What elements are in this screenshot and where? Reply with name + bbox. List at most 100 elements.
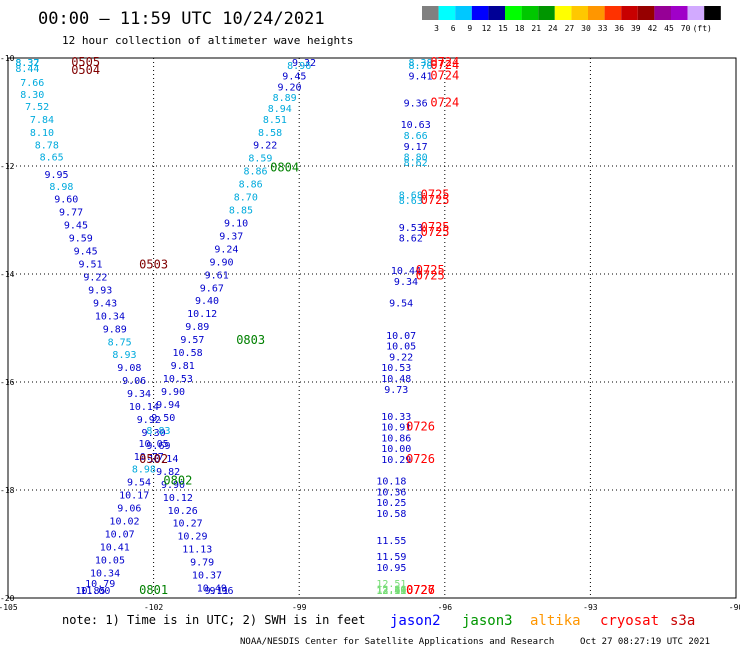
wave-height-label: 9.90 [161, 480, 185, 491]
wave-height-label: 9.59 [69, 234, 93, 245]
pass-number-label: 0724 [430, 58, 459, 72]
wave-height-label: 8.32 [15, 58, 39, 69]
wave-height-label: 11.59 [376, 552, 406, 563]
wave-height-label: 7.84 [30, 115, 54, 126]
color-swatch [538, 6, 555, 20]
color-swatch [621, 6, 638, 20]
pass-number-label: 0724 [430, 55, 459, 69]
x-tick-label: -105 [0, 603, 18, 612]
wave-height-label: 11.55 [376, 536, 406, 547]
wave-height-label: 9.73 [384, 385, 408, 396]
pass-labels: 0505050405030502080408030802080107240724… [71, 55, 459, 597]
wave-height-label: 10.05 [139, 439, 169, 450]
wave-height-label: 8.70 [408, 61, 432, 72]
wave-height-label: 9.54 [389, 298, 413, 309]
wave-height-label: 10.34 [95, 311, 125, 322]
color-scale-label: 3 [434, 24, 439, 33]
color-swatch [422, 6, 439, 20]
wave-height-label: 7.66 [20, 78, 44, 89]
wave-height-label: 9.17 [404, 142, 428, 153]
wave-height-label: 9.11 [205, 586, 229, 597]
pass-number-label: 0726 [406, 452, 435, 466]
wave-height-label: 9.40 [195, 296, 219, 307]
wave-height-label: 10.49 [197, 584, 227, 595]
wave-height-label: 10.25 [376, 498, 406, 509]
wave-height-label: 9.08 [117, 363, 141, 374]
wave-height-label: 10.26 [168, 506, 198, 517]
color-swatch [588, 6, 605, 20]
wave-height-label: 8.59 [248, 154, 272, 165]
color-scale-label: (ft) [693, 24, 712, 33]
wave-height-label: 8.94 [268, 104, 292, 115]
wave-height-label: 9.37 [219, 231, 243, 242]
x-tick-label: -99 [292, 603, 307, 612]
wave-height-label: 9.45 [74, 247, 98, 258]
color-scale-label: 9 [467, 24, 472, 33]
wave-height-label: 8.63 [399, 196, 423, 207]
wave-height-label: 9.22 [83, 272, 107, 283]
wave-height-label: 10.29 [177, 532, 207, 543]
pass-number-label: 0726 [406, 583, 435, 597]
wave-height-label: 9.30 [142, 428, 166, 439]
wave-height-label: 8.51 [263, 115, 287, 126]
wave-height-label: 10.07 [105, 530, 135, 541]
wave-height-label: 8.65 [40, 153, 64, 164]
wave-height-label: 10.34 [90, 568, 120, 579]
wave-height-label: 13.45 [376, 586, 406, 597]
wave-height-label: 8.96 [287, 61, 311, 72]
pass-number-label: 0804 [270, 160, 299, 174]
color-swatch [571, 6, 588, 20]
wave-height-label: 12.49 [376, 586, 406, 597]
wave-height-label: 12.51 [376, 579, 406, 590]
wave-height-label: 9.90 [161, 387, 185, 398]
wave-height-label: 12.91 [376, 586, 406, 597]
color-scale-label: 15 [498, 24, 508, 33]
color-scale-label: 30 [581, 24, 591, 33]
wave-height-label: 10.12 [187, 309, 217, 320]
wave-height-label: 9.89 [185, 322, 209, 333]
color-scale-label: 33 [598, 24, 608, 33]
pass-number-label: 0725 [421, 220, 450, 234]
color-swatch [687, 6, 705, 20]
color-scale-label: 45 [664, 24, 674, 33]
wave-height-label: 9.45 [64, 221, 88, 232]
wave-height-label: 9.69 [146, 441, 170, 452]
color-scale-label: 18 [515, 24, 525, 33]
pass-number-label: 0504 [71, 63, 100, 77]
chart-subtitle: 12 hour collection of altimeter wave hei… [62, 34, 353, 47]
wave-height-label: 10.05 [95, 555, 125, 566]
color-swatch [488, 6, 505, 20]
wave-height-label: 8.89 [273, 93, 297, 104]
pass-number-label: 0505 [71, 55, 100, 69]
wave-height-label: 8.68 [399, 190, 423, 201]
wave-height-label: 10.44 [391, 266, 421, 277]
wave-height-label: 8.83 [146, 426, 170, 437]
wave-height-label: 10.85 [75, 586, 105, 597]
wave-height-label: 11.13 [182, 545, 212, 556]
color-swatch [505, 6, 522, 20]
wave-height-label: 9.96 [209, 586, 233, 597]
footer-agency: NOAA/NESDIS Center for Satellite Applica… [240, 637, 554, 647]
pass-number-label: 0727 [406, 583, 435, 597]
wave-height-label: 13.10 [376, 586, 406, 597]
wave-height-label: 8.75 [108, 337, 132, 348]
wave-height-label: 10.58 [376, 509, 406, 520]
wave-height-label: 8.62 [404, 158, 428, 169]
color-scale-label: 36 [614, 24, 624, 33]
note-text: note: 1) Time is in UTC; 2) SWH is in fe… [62, 613, 365, 627]
wave-height-label: 9.22 [253, 141, 277, 152]
wave-height-label: 10.02 [109, 517, 139, 528]
color-scale-label: 27 [565, 24, 575, 33]
wave-height-label: 8.30 [20, 90, 44, 101]
wave-height-label: 9.89 [103, 324, 127, 335]
color-swatch [554, 6, 572, 20]
wave-height-label: 9.50 [151, 413, 175, 424]
pass-number-label: 0724 [430, 96, 459, 110]
wave-height-label: 9.79 [190, 558, 214, 569]
wave-height-label: 8.66 [404, 131, 428, 142]
pass-number-label: 0724 [430, 69, 459, 83]
wave-height-label: 9.45 [282, 72, 306, 83]
satellite-legend-item: jason3 [462, 613, 513, 629]
wave-height-label: 8.78 [35, 141, 59, 152]
